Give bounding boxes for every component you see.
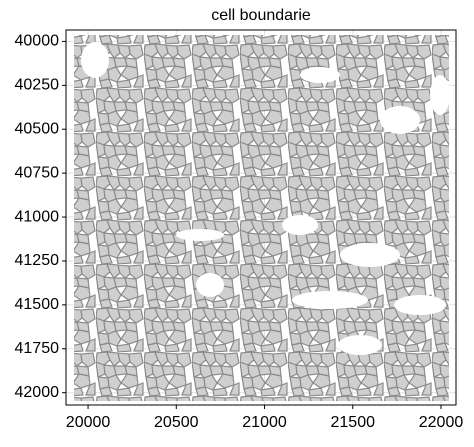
y-tick-label: 40250 [15, 77, 60, 94]
empty-regions [81, 42, 450, 355]
y-tick-label: 41750 [15, 340, 60, 357]
y-tick-label: 42000 [15, 384, 60, 401]
y-tick-label: 40500 [15, 120, 60, 137]
x-tick-label: 21000 [242, 414, 287, 431]
cell-texture [74, 35, 449, 401]
chart-title: cell boundarie [211, 7, 311, 24]
x-tick-label: 22000 [419, 414, 464, 431]
x-tick-label: 21500 [331, 414, 376, 431]
y-tick-label: 41500 [15, 296, 60, 313]
x-tick-label: 20500 [154, 414, 199, 431]
y-tick-label: 41250 [15, 252, 60, 269]
y-tick-label: 40750 [15, 164, 60, 181]
y-tick-label: 40000 [15, 33, 60, 50]
y-tick-label: 41000 [15, 208, 60, 225]
x-tick-label: 20000 [66, 414, 111, 431]
